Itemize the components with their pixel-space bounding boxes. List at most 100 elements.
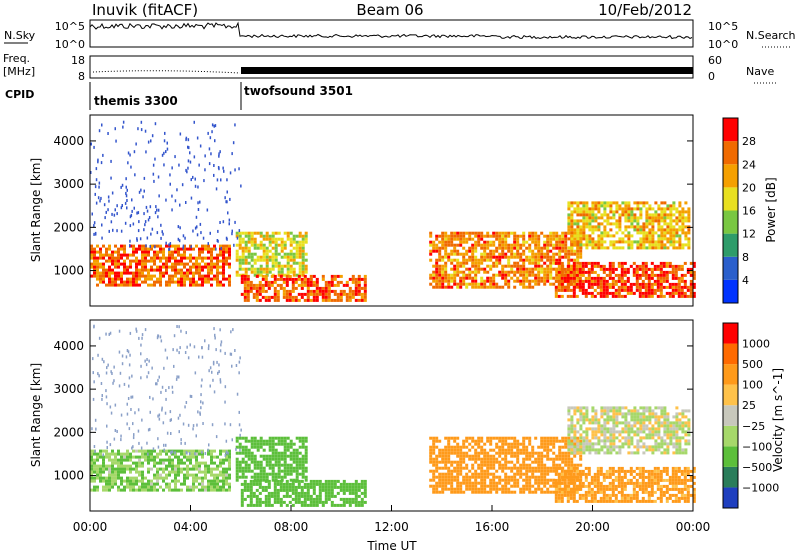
echo-cell (280, 243, 284, 247)
freq-panel: Freq. [MHz] 18 8 60 0 Nave (3, 52, 776, 84)
echo-cell (210, 470, 213, 474)
echo-cell (228, 253, 231, 257)
echo-cell (674, 478, 678, 482)
echo-cell (309, 485, 313, 489)
echo-cell (165, 271, 168, 275)
cpid-segment-twofsound: twofsound 3501 (244, 84, 353, 98)
echo-cell (495, 264, 499, 268)
echo-cell (608, 291, 612, 295)
speckle (136, 237, 138, 241)
echo-cell (253, 243, 257, 247)
echo-cell (638, 469, 642, 473)
speckle (99, 199, 101, 203)
echo-cell (546, 279, 550, 283)
echo-cell (662, 484, 666, 488)
echo-cell (277, 463, 281, 467)
echo-cell (591, 216, 595, 220)
echo-cell (537, 469, 541, 473)
echo-cell (641, 291, 645, 295)
echo-cell (447, 466, 451, 470)
echo-cell (304, 234, 308, 238)
echo-cell (447, 445, 451, 449)
echo-cell (289, 237, 293, 241)
echo-cell (303, 277, 307, 281)
echo-cell (129, 488, 132, 492)
echo-cell (247, 267, 251, 271)
echo-cell (102, 280, 105, 284)
echo-cell (627, 216, 631, 220)
echo-cell (105, 464, 108, 468)
echo-cell (495, 273, 499, 277)
echo-cell (638, 466, 642, 470)
echo-cell (168, 250, 171, 254)
echo-cell (450, 469, 454, 473)
echo-cell (120, 271, 123, 275)
echo-cell (560, 294, 564, 298)
echo-cell (198, 253, 201, 257)
echo-cell (183, 476, 186, 480)
echo-cell (280, 475, 284, 479)
echo-cell (265, 252, 269, 256)
echo-cell (639, 207, 643, 211)
echo-cell (441, 246, 445, 250)
echo-cell (441, 237, 445, 241)
echo-cell (243, 298, 247, 302)
echo-cell (276, 283, 280, 287)
echo-cell (599, 282, 603, 286)
echo-cell (480, 255, 484, 259)
echo-cell (183, 244, 186, 248)
echo-cell (432, 472, 436, 476)
echo-cell (246, 289, 250, 293)
echo-cell (285, 494, 289, 498)
echo-cell (560, 282, 564, 286)
echo-cell (306, 494, 310, 498)
echo-cell (575, 499, 579, 503)
echo-cell (228, 485, 231, 489)
echo-cell (105, 482, 108, 486)
echo-cell (549, 273, 553, 277)
echo-cell (516, 270, 520, 274)
echo-cell (576, 249, 580, 253)
echo-cell (543, 276, 547, 280)
echo-cell (662, 261, 666, 265)
echo-cell (102, 458, 105, 462)
echo-cell (198, 265, 201, 269)
echo-cell (279, 277, 283, 281)
echo-cell (165, 259, 168, 263)
echo-cell (247, 466, 251, 470)
speckle (125, 194, 128, 198)
echo-cell (264, 280, 268, 284)
echo-cell (665, 490, 669, 494)
echo-cell (537, 240, 541, 244)
echo-cell (587, 484, 591, 488)
echo-cell (273, 277, 277, 281)
echo-cell (123, 467, 126, 471)
echo-cell (587, 273, 591, 277)
echo-cell (315, 292, 319, 296)
echo-cell (219, 485, 222, 489)
echo-cell (498, 448, 502, 452)
echo-cell (504, 237, 508, 241)
echo-cell (432, 285, 436, 289)
echo-cell (522, 264, 526, 268)
echo-cell (546, 237, 550, 241)
echo-cell (156, 268, 159, 272)
echo-cell (609, 201, 613, 205)
echo-cell (552, 243, 556, 247)
echo-cell (570, 252, 574, 256)
echo-cell (510, 249, 514, 253)
echo-cell (93, 256, 96, 260)
echo-cell (638, 475, 642, 479)
echo-cell (271, 445, 275, 449)
echo-cell (114, 244, 117, 248)
echo-cell (599, 481, 603, 485)
speckle (93, 221, 96, 225)
echo-cell (572, 466, 576, 470)
echo-cell (557, 276, 561, 280)
echo-cell (566, 487, 570, 491)
echo-cell (537, 279, 541, 283)
echo-cell (471, 445, 475, 449)
echo-cell (111, 479, 114, 483)
echo-cell (665, 291, 669, 295)
echo-cell (144, 452, 147, 456)
